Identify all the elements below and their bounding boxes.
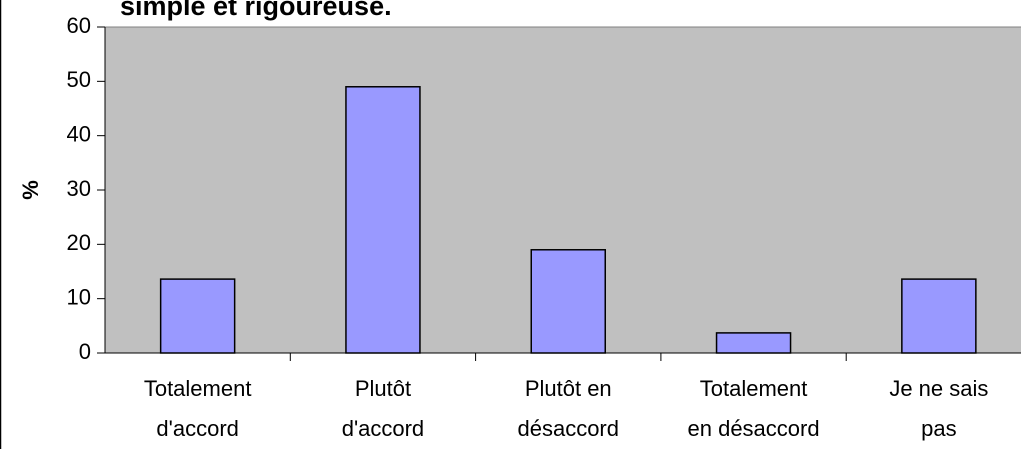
y-tick-label: 50 bbox=[67, 67, 91, 92]
x-tick-label: Plutôt en désaccord bbox=[517, 376, 619, 441]
x-tick-label: Plutôt d'accord bbox=[342, 376, 424, 441]
y-axis-label: % bbox=[18, 180, 43, 200]
bar bbox=[345, 86, 421, 354]
y-tick-label: 30 bbox=[67, 176, 91, 201]
bar bbox=[901, 278, 977, 354]
x-tick-label: Totalement en désaccord bbox=[688, 376, 820, 441]
y-tick-label: 40 bbox=[67, 121, 91, 146]
bar bbox=[159, 278, 236, 354]
y-tick-label: 10 bbox=[67, 284, 91, 309]
y-tick-label: 20 bbox=[67, 230, 91, 255]
chart-title: simple et rigoureuse. bbox=[120, 0, 392, 21]
x-tick-label: Totalement d'accord bbox=[144, 376, 252, 441]
y-tick-label: 60 bbox=[67, 13, 91, 38]
bar bbox=[530, 249, 606, 354]
bar bbox=[715, 332, 792, 354]
x-tick-label: Je ne sais pas bbox=[889, 376, 988, 441]
y-tick-label: 0 bbox=[79, 339, 91, 364]
